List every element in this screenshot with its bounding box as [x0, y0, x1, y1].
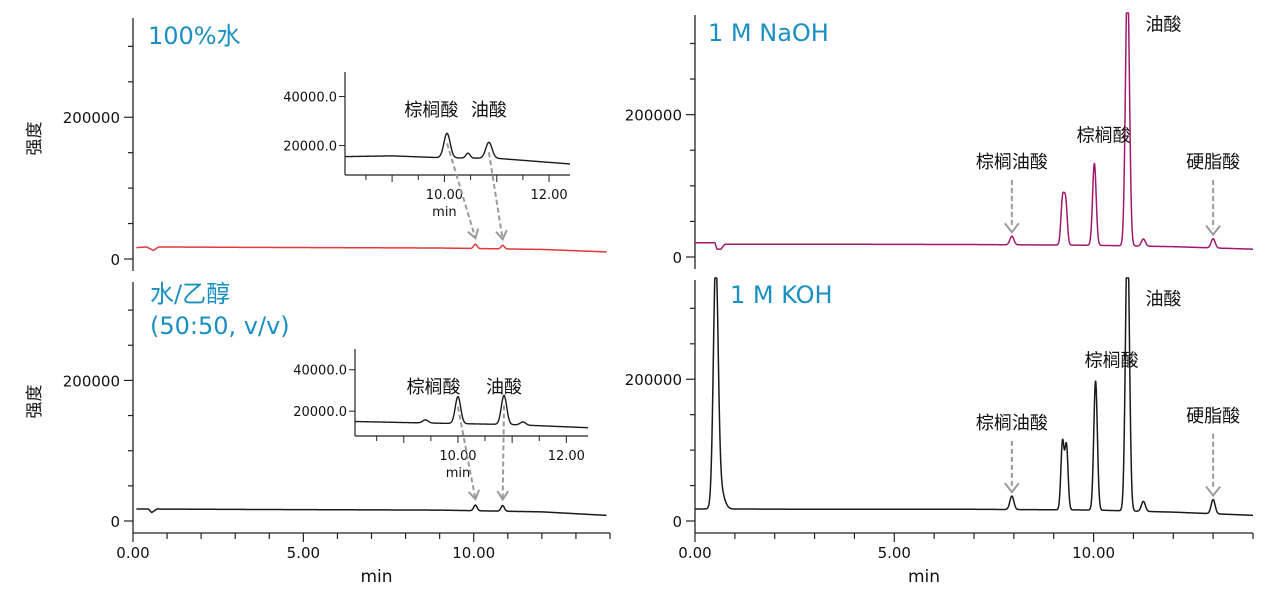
panel-koh-x-tick-label-2: 10.00 [1072, 544, 1115, 562]
panel-water-trace-0 [135, 243, 608, 253]
panel-water-y-tick-label-1: 200000 [63, 109, 120, 127]
panel-koh-y-tick-label-1: 200000 [625, 371, 682, 389]
panel-ethanol-inset-label-1: 油酸 [486, 377, 522, 398]
panel-water-inset-xlabel: min [432, 205, 457, 220]
panel-ethanol-y-tick-label-1: 200000 [63, 372, 120, 390]
panel-ethanol-y-tick-label-0: 0 [110, 513, 120, 531]
panel-ethanol-inset-arrowhead-1 [496, 490, 509, 502]
panel-ethanol-x-tick-label-0: 0.00 [116, 544, 149, 562]
panel-naoh-peak-label-0: 油酸 [1145, 15, 1181, 36]
panel-water: 0 200000 强度 100%水 10.00 12.00 min 20000.0 40000.… [25, 18, 608, 271]
panel-naoh-arrowhead-3 [1205, 225, 1221, 237]
panel-water-inset-label-0: 棕榈酸 [404, 100, 458, 121]
panel-ethanol-inset-x-tick-label-0: 10.00 [439, 449, 476, 464]
panel-ethanol-inset-y-tick-label-0: 20000.0 [293, 405, 347, 420]
panel-water-inset-x-tick-label-1: 12.00 [530, 188, 567, 203]
panel-koh-arrowhead-2 [1004, 482, 1020, 494]
panel-koh-x-tick-label-0: 0.00 [678, 544, 711, 562]
panel-koh-peak-label-1: 棕榈酸 [1085, 350, 1139, 371]
panel-ethanol-ylabel: 强度 [25, 385, 45, 419]
panel-koh-x-tick-label-1: 5.00 [878, 544, 911, 562]
panel-koh-peak-label-3: 硬脂酸 [1186, 406, 1240, 427]
panel-water-inset-trace [344, 132, 571, 165]
panel-water-inset-arrow-1 [487, 152, 504, 240]
panel-naoh-peak-label-2: 棕榈油酸 [976, 152, 1048, 173]
panel-naoh-trace-0 [694, 12, 1254, 250]
panel-naoh-y-tick-label-1: 200000 [625, 107, 682, 125]
panel-ethanol-xlabel: min [360, 567, 392, 587]
panel-water-title-0: 100%水 [148, 22, 241, 50]
panel-naoh-arrowhead-2 [1004, 222, 1020, 234]
panel-ethanol-title-1: (50:50, v/v) [150, 312, 290, 340]
panel-ethanol-x-tick-label-2: 10.00 [452, 544, 495, 562]
panel-ethanol-inset-arrow-1 [501, 405, 506, 500]
panel-ethanol-trace-0 [135, 504, 608, 517]
panel-ethanol-inset-label-0: 棕榈酸 [407, 377, 461, 398]
panel-water-inset-arrowhead-1 [495, 229, 508, 242]
panel-naoh-peak-label-3: 硬脂酸 [1186, 152, 1240, 173]
panel-koh-title-0: 1 M KOH [730, 281, 833, 309]
panel-koh-peak-label-2: 棕榈油酸 [976, 413, 1048, 434]
panel-water-inset-y-tick-label-1: 40000.0 [283, 91, 337, 106]
panel-water-inset-y-tick-label-0: 20000.0 [283, 140, 337, 155]
panel-koh-peak-label-0: 油酸 [1145, 289, 1181, 310]
panel-ethanol-inset-x-tick-label-1: 12.00 [548, 449, 585, 464]
panel-ethanol-inset-xlabel: min [446, 466, 471, 481]
panel-naoh-y-tick-label-0: 0 [672, 249, 682, 267]
panel-water-inset-arrowhead-0 [467, 228, 480, 241]
panel-water-inset: 10.00 12.00 min 20000.0 40000.0 棕榈酸 油酸 [283, 72, 571, 220]
panel-ethanol-inset: 10.00 12.00 min 20000.0 40000.0 棕榈酸 油酸 [293, 349, 588, 481]
panel-water-inset-x-tick-label-0: 10.00 [426, 188, 463, 203]
panel-koh-arrowhead-3 [1205, 485, 1221, 498]
panel-ethanol: 0.00 5.00 10.00 0 200000 强度 min 水/乙醇 (50:50, v/v… [25, 280, 611, 587]
panel-ethanol-inset-trace [355, 394, 588, 429]
panel-ethanol-inset-arrowhead-0 [467, 489, 481, 501]
panel-ethanol-inset-y-tick-label-1: 40000.0 [293, 364, 347, 379]
panel-naoh-peak-label-1: 棕榈酸 [1077, 126, 1131, 147]
panel-water-ylabel: 强度 [25, 122, 45, 156]
panel-koh-xlabel: min [908, 567, 940, 587]
panel-naoh-title-0: 1 M NaOH [708, 19, 829, 47]
panel-koh-y-tick-label-0: 0 [672, 513, 682, 531]
panel-ethanol-title-0: 水/乙醇 [150, 280, 230, 308]
panel-water-inset-arrow-0 [446, 143, 477, 239]
panel-water-y-tick-label-0: 0 [110, 251, 120, 269]
panel-ethanol-x-tick-label-1: 5.00 [287, 544, 320, 562]
panel-water-inset-label-1: 油酸 [471, 100, 507, 121]
panel-koh-trace-0 [694, 277, 1254, 517]
